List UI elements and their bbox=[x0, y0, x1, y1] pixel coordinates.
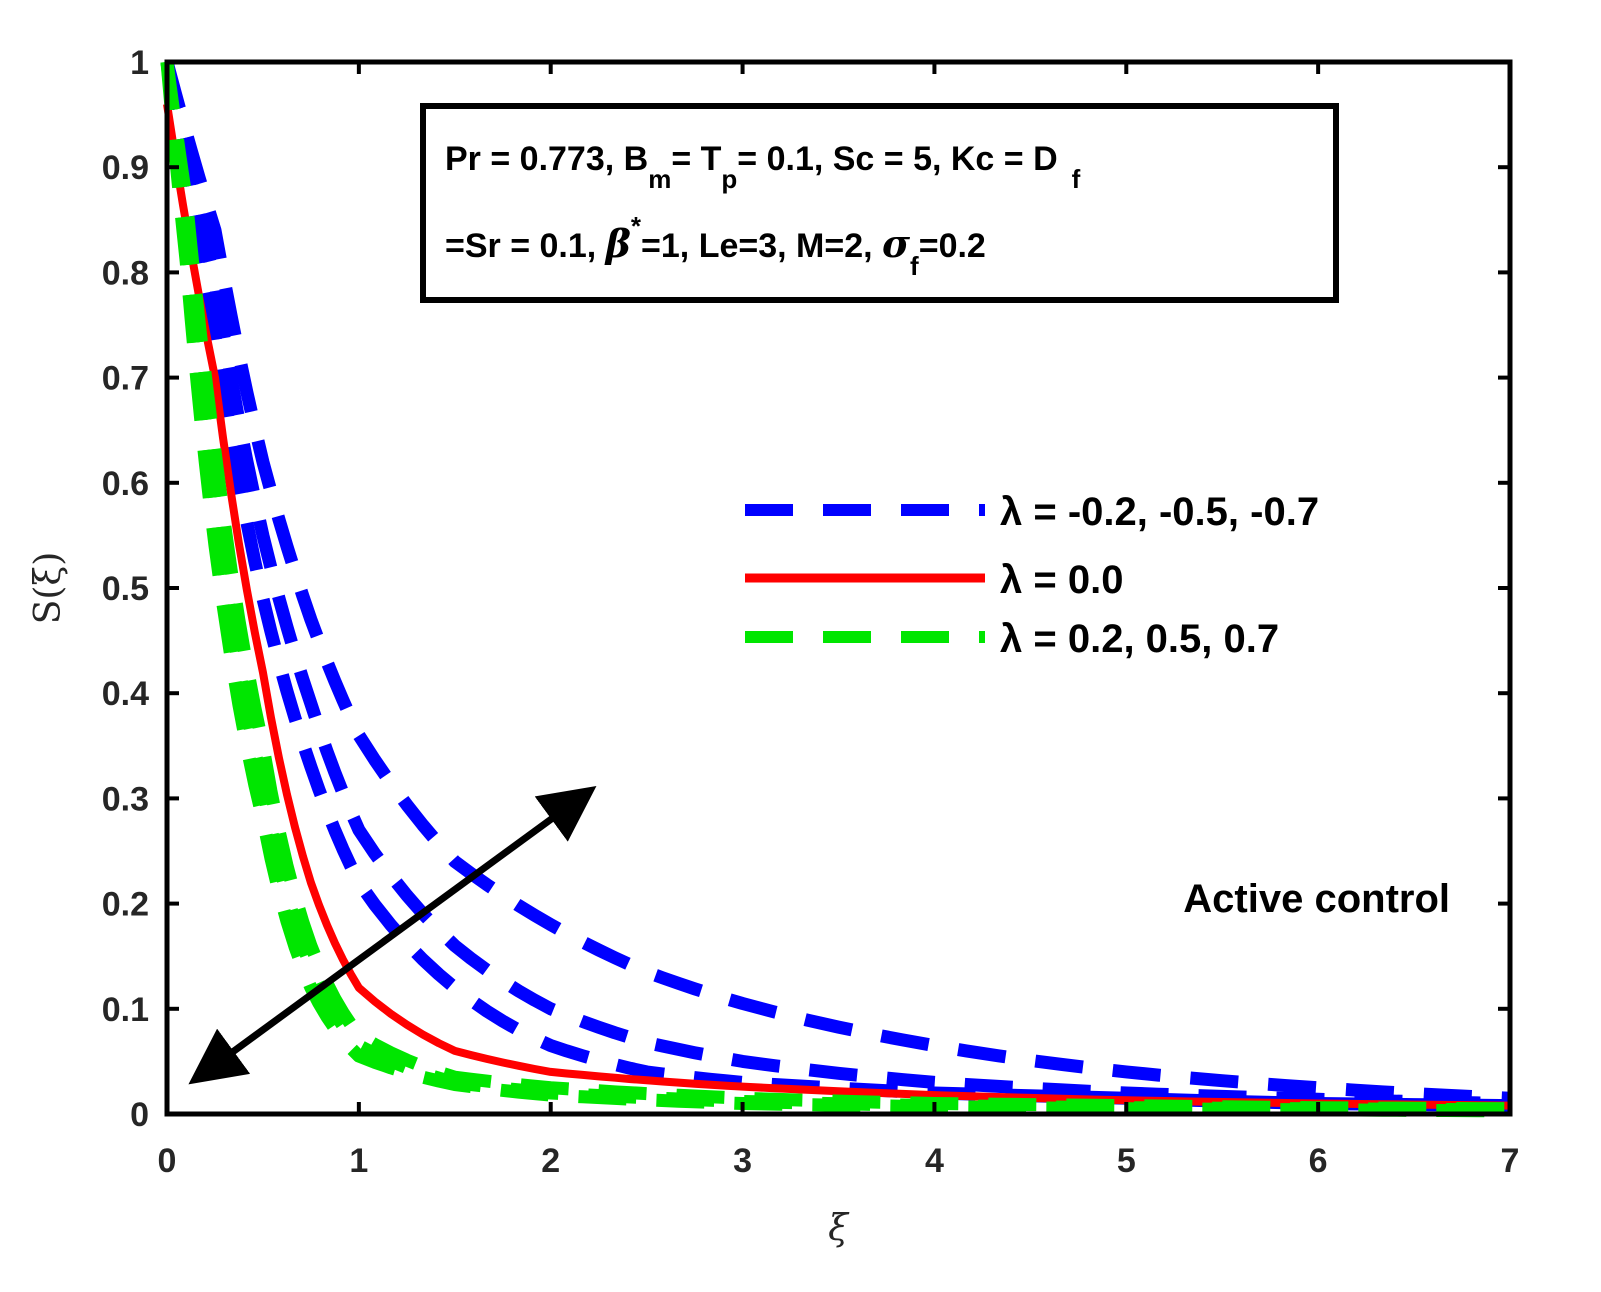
x-tick-label: 1 bbox=[349, 1142, 368, 1180]
y-tick-label: 1 bbox=[130, 44, 149, 82]
plot-frame bbox=[164, 59, 1513, 1117]
legend-label-negative: λ = -0.2, -0.5, -0.7 bbox=[1000, 490, 1319, 534]
y-tick-label: 0.9 bbox=[102, 149, 149, 187]
y-tick-label: 0.6 bbox=[102, 465, 149, 503]
x-tick-label: 5 bbox=[1117, 1142, 1136, 1180]
y-tick-label: 0.2 bbox=[102, 886, 149, 924]
x-tick-label: 4 bbox=[925, 1142, 944, 1180]
trend-arrow bbox=[188, 786, 597, 1085]
parameter-line-2: =Sr = 0.1, β*=1, Le=3, M=2, σf=0.2 bbox=[445, 211, 986, 281]
y-tick-label: 0.3 bbox=[102, 780, 149, 818]
x-tick-label: 2 bbox=[541, 1142, 560, 1180]
parameter-line-1: Pr = 0.773, Bm= Tp= 0.1, Sc = 5, Kc = Df bbox=[445, 140, 1081, 194]
x-tick-label: 6 bbox=[1309, 1142, 1328, 1180]
y-tick-label: 0.5 bbox=[102, 570, 149, 608]
y-tick-label: 0.7 bbox=[102, 360, 149, 398]
x-tick-label: 3 bbox=[733, 1142, 752, 1180]
active-control-label: Active control bbox=[1183, 877, 1450, 921]
arrow-layer bbox=[164, 59, 1513, 1117]
parameter-box bbox=[420, 103, 1339, 303]
y-tick-label: 0.4 bbox=[102, 675, 149, 713]
y-tick-label: 0 bbox=[130, 1096, 149, 1134]
y-tick-label: 0.8 bbox=[102, 254, 149, 292]
x-tick-label: 7 bbox=[1501, 1142, 1520, 1180]
legend-label-positive: λ = 0.2, 0.5, 0.7 bbox=[1000, 617, 1279, 661]
x-tick-label: 0 bbox=[158, 1142, 177, 1180]
legend: λ = -0.2, -0.5, -0.7 λ = 0.0 λ = 0.2, 0.… bbox=[745, 490, 1319, 661]
ticks-layer: 0 1 2 3 4 5 6 7 0 0.1 0.2 0.3 0.4 0.5 0.6 0.7 0.8 0.9 1 bbox=[102, 44, 1520, 1180]
legend-label-zero: λ = 0.0 bbox=[1000, 558, 1123, 602]
y-axis-title: S(ξ) bbox=[28, 552, 69, 625]
x-axis-title: ξ bbox=[828, 1208, 850, 1249]
y-tick-label: 0.1 bbox=[102, 991, 149, 1029]
